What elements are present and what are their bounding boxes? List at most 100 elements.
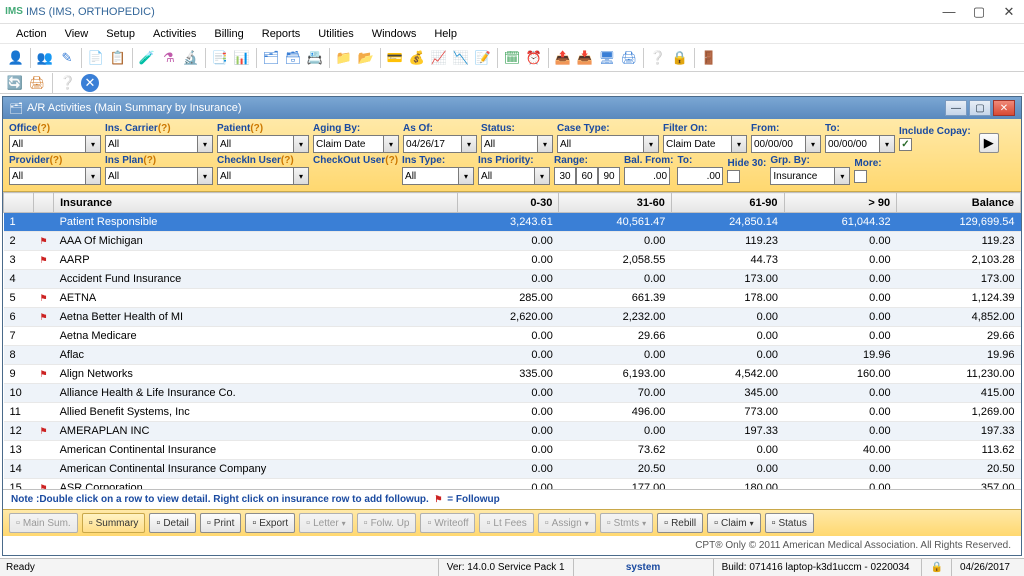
status-input[interactable] — [481, 135, 537, 153]
patient-input[interactable] — [217, 135, 293, 153]
patient-dropdown[interactable]: ▾ — [293, 135, 309, 153]
subwin-close[interactable]: ✕ — [993, 100, 1015, 116]
tb-icon[interactable]: 📥 — [575, 48, 595, 68]
btn-status[interactable]: ▫Status — [765, 513, 814, 533]
tb-icon[interactable]: 📋 — [108, 48, 128, 68]
tb-icon[interactable]: 👥 — [35, 48, 55, 68]
tb-icon[interactable]: 📝 — [473, 48, 493, 68]
btn-detail[interactable]: ▫Detail — [149, 513, 195, 533]
btn-claim[interactable]: ▫Claim▾ — [707, 513, 760, 533]
tb-icon[interactable]: 🖨 — [619, 48, 639, 68]
tb-icon[interactable]: 📤 — [553, 48, 573, 68]
office-dropdown[interactable]: ▾ — [85, 135, 101, 153]
tb-icon[interactable]: ⚗ — [159, 48, 179, 68]
tb-icon[interactable]: 📇 — [305, 48, 325, 68]
btn-rebill[interactable]: ▫Rebill — [657, 513, 703, 533]
checkin_user-input[interactable] — [217, 167, 293, 185]
aging_by-dropdown[interactable]: ▾ — [383, 135, 399, 153]
ins_carrier-input[interactable] — [105, 135, 197, 153]
table-row[interactable]: 4Accident Fund Insurance0.000.00173.000.… — [4, 270, 1021, 289]
col-header[interactable]: > 90 — [784, 193, 897, 213]
table-row[interactable]: 13American Continental Insurance0.0073.6… — [4, 441, 1021, 460]
table-row[interactable]: 10Alliance Health & Life Insurance Co.0.… — [4, 384, 1021, 403]
checkin_user-dropdown[interactable]: ▾ — [293, 167, 309, 185]
ins_plan-dropdown[interactable]: ▾ — [197, 167, 213, 185]
tb-icon[interactable]: 🖥 — [597, 48, 617, 68]
menu-view[interactable]: View — [57, 26, 97, 41]
tb-icon[interactable]: 🗂 — [261, 48, 281, 68]
col-header[interactable]: 61-90 — [671, 193, 784, 213]
btn-summary[interactable]: ▫Summary — [82, 513, 146, 533]
grp-by-input[interactable] — [770, 167, 834, 185]
tb-icon[interactable]: 🧪 — [137, 48, 157, 68]
lock-icon[interactable]: 🔒 — [670, 48, 690, 68]
col-header[interactable]: Balance — [897, 193, 1021, 213]
tb-icon[interactable]: ✎ — [57, 48, 77, 68]
ins_priority-input[interactable] — [478, 167, 534, 185]
table-row[interactable]: 7Aetna Medicare0.0029.660.000.0029.66 — [4, 327, 1021, 346]
office-input[interactable] — [9, 135, 85, 153]
as_of-dropdown[interactable]: ▾ — [461, 135, 477, 153]
ins_type-dropdown[interactable]: ▾ — [458, 167, 474, 185]
btn-print[interactable]: ▫Print — [200, 513, 241, 533]
table-row[interactable]: 2⚑AAA Of Michigan0.000.00119.230.00119.2… — [4, 232, 1021, 251]
tb-icon[interactable]: 👤 — [6, 48, 26, 68]
maximize-icon[interactable]: ▢ — [970, 3, 988, 21]
provider-input[interactable] — [9, 167, 85, 185]
as_of-input[interactable] — [403, 135, 461, 153]
insurance-grid[interactable]: Insurance0-3031-6061-90> 90Balance 1Pati… — [3, 192, 1021, 489]
menu-billing[interactable]: Billing — [206, 26, 251, 41]
filter_on-dropdown[interactable]: ▾ — [731, 135, 747, 153]
bal-to-input[interactable] — [677, 167, 723, 185]
table-row[interactable]: 11Allied Benefit Systems, Inc0.00496.007… — [4, 403, 1021, 422]
tb-icon[interactable]: 📁 — [334, 48, 354, 68]
table-row[interactable]: 12⚑AMERAPLAN INC0.000.00197.330.00197.33 — [4, 422, 1021, 441]
help2-icon[interactable]: ❔ — [59, 74, 77, 92]
ins_type-input[interactable] — [402, 167, 458, 185]
grp-by-dropdown[interactable]: ▾ — [834, 167, 850, 185]
tb-icon[interactable]: 💰 — [407, 48, 427, 68]
help-icon[interactable]: ❔ — [648, 48, 668, 68]
menu-utilities[interactable]: Utilities — [310, 26, 361, 41]
menu-help[interactable]: Help — [426, 26, 465, 41]
btn-export[interactable]: ▫Export — [245, 513, 295, 533]
table-row[interactable]: 14American Continental Insurance Company… — [4, 460, 1021, 479]
table-row[interactable]: 9⚑Align Networks335.006,193.004,542.0016… — [4, 365, 1021, 384]
tb-icon[interactable]: 🗃 — [283, 48, 303, 68]
col-header[interactable] — [34, 193, 54, 213]
exit-icon[interactable]: 🚪 — [699, 48, 719, 68]
range-input[interactable] — [576, 167, 598, 185]
range-input[interactable] — [598, 167, 620, 185]
status-dropdown[interactable]: ▾ — [537, 135, 553, 153]
hide-30-checkbox[interactable] — [727, 170, 740, 183]
table-row[interactable]: 8Aflac0.000.000.0019.9619.96 — [4, 346, 1021, 365]
col-header[interactable]: 31-60 — [559, 193, 672, 213]
aging_by-input[interactable] — [313, 135, 383, 153]
tb-icon[interactable]: 📑 — [210, 48, 230, 68]
col-header[interactable]: Insurance — [54, 193, 458, 213]
include-copay-checkbox[interactable]: ✓ — [899, 138, 912, 151]
menu-windows[interactable]: Windows — [364, 26, 425, 41]
case_type-dropdown[interactable]: ▾ — [643, 135, 659, 153]
tb-icon[interactable]: 📉 — [451, 48, 471, 68]
ins_priority-dropdown[interactable]: ▾ — [534, 167, 550, 185]
bal-from-input[interactable] — [624, 167, 670, 185]
table-row[interactable]: 5⚑AETNA285.00661.39178.000.001,124.39 — [4, 289, 1021, 308]
close-icon[interactable]: ✕ — [1000, 3, 1018, 21]
more-checkbox[interactable] — [854, 170, 867, 183]
col-header[interactable]: 0-30 — [458, 193, 559, 213]
menu-setup[interactable]: Setup — [98, 26, 143, 41]
ins_carrier-dropdown[interactable]: ▾ — [197, 135, 213, 153]
tb-icon[interactable]: 📈 — [429, 48, 449, 68]
subwin-maximize[interactable]: ▢ — [969, 100, 991, 116]
tb-icon[interactable]: 📊 — [232, 48, 252, 68]
tb-icon[interactable]: 🔬 — [181, 48, 201, 68]
from-dropdown[interactable]: ▾ — [805, 135, 821, 153]
table-row[interactable]: 6⚑Aetna Better Health of MI2,620.002,232… — [4, 308, 1021, 327]
table-row[interactable]: 15⚑ASR Corporation0.00177.00180.000.0035… — [4, 479, 1021, 490]
tb-icon[interactable]: 📄 — [86, 48, 106, 68]
tb-icon[interactable]: 📂 — [356, 48, 376, 68]
menu-reports[interactable]: Reports — [254, 26, 309, 41]
tb-icon[interactable]: 🗓 — [502, 48, 522, 68]
tb-icon[interactable]: 💳 — [385, 48, 405, 68]
